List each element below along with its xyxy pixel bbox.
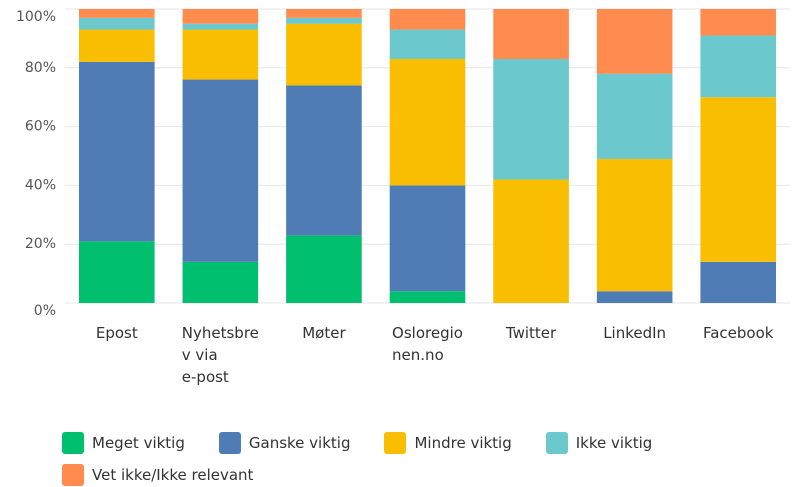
y-tick-label: 60% xyxy=(25,119,56,135)
legend-swatch xyxy=(218,432,241,454)
bar-segment xyxy=(700,97,777,262)
y-tick-label: 40% xyxy=(25,177,56,193)
y-tick-label: 80% xyxy=(25,60,56,76)
bar-segment xyxy=(182,9,259,24)
legend-swatch xyxy=(62,432,84,454)
legend-swatch xyxy=(62,464,84,486)
x-tick-label: Møter xyxy=(302,324,346,342)
bar-segment xyxy=(78,61,155,242)
bar-segment xyxy=(596,73,673,159)
legend-item: Vet ikke/Ikke relevant xyxy=(62,463,253,487)
bar-segment xyxy=(493,179,569,303)
bar-segment xyxy=(182,23,259,30)
legend-label: Meget viktig xyxy=(92,434,185,452)
bar-segment xyxy=(78,9,155,18)
legend-item: Meget viktig xyxy=(62,431,185,455)
legend-label: Ganske viktig xyxy=(248,434,351,452)
bar-segment xyxy=(78,17,155,30)
bar-segment xyxy=(286,235,362,303)
legend-item: Ikke viktig xyxy=(545,431,653,455)
x-tick-label: Osloregio nen.no xyxy=(392,324,463,364)
x-tick-label: LinkedIn xyxy=(603,324,667,342)
bar-segment xyxy=(700,261,777,303)
y-tick-label: 20% xyxy=(25,236,56,252)
bar-segment xyxy=(389,29,466,59)
x-tick-label: Nyhetsbre v via e-post xyxy=(181,324,259,386)
bar-segment xyxy=(700,35,777,98)
bar-segment xyxy=(389,291,466,303)
bar-segment xyxy=(286,85,362,236)
bar-segment xyxy=(700,9,777,36)
legend-label: Vet ikke/Ikke relevant xyxy=(92,466,254,484)
legend-swatch xyxy=(545,432,568,454)
bar-segment xyxy=(286,17,362,24)
bar-segment xyxy=(389,58,466,186)
y-tick-label: 0% xyxy=(34,303,56,319)
legend: Meget viktig Ganske viktig Mindre viktig Ik… xyxy=(62,431,762,487)
legend-swatch xyxy=(384,432,407,454)
chart: 0% 20% 40% 60% 80% 100% xyxy=(16,8,790,319)
x-tick-label: Twitter xyxy=(505,324,557,342)
bar-segment xyxy=(78,241,155,303)
bar-segment xyxy=(78,29,155,62)
legend-label: Mindre viktig xyxy=(414,434,512,452)
bar-segment xyxy=(389,185,466,292)
bar-segment xyxy=(596,9,673,74)
bar-segment xyxy=(286,23,362,86)
bar-segment xyxy=(182,29,259,80)
legend-item: Ganske viktig xyxy=(218,431,351,455)
legend-label: Ikke viktig xyxy=(575,434,653,452)
bar-segment xyxy=(389,9,466,30)
bar-segment xyxy=(596,291,673,303)
legend-item: Mindre viktig xyxy=(384,431,512,455)
y-tick-label: 100% xyxy=(16,9,56,25)
bar-segment xyxy=(493,58,569,180)
x-tick-label: Facebook xyxy=(702,324,774,342)
bar-segment xyxy=(182,79,259,262)
bar-segment xyxy=(182,261,259,303)
x-tick-label: Epost xyxy=(95,324,138,342)
bar-segment xyxy=(493,9,569,59)
bar-segment xyxy=(596,158,673,292)
bar-segment xyxy=(286,9,362,18)
